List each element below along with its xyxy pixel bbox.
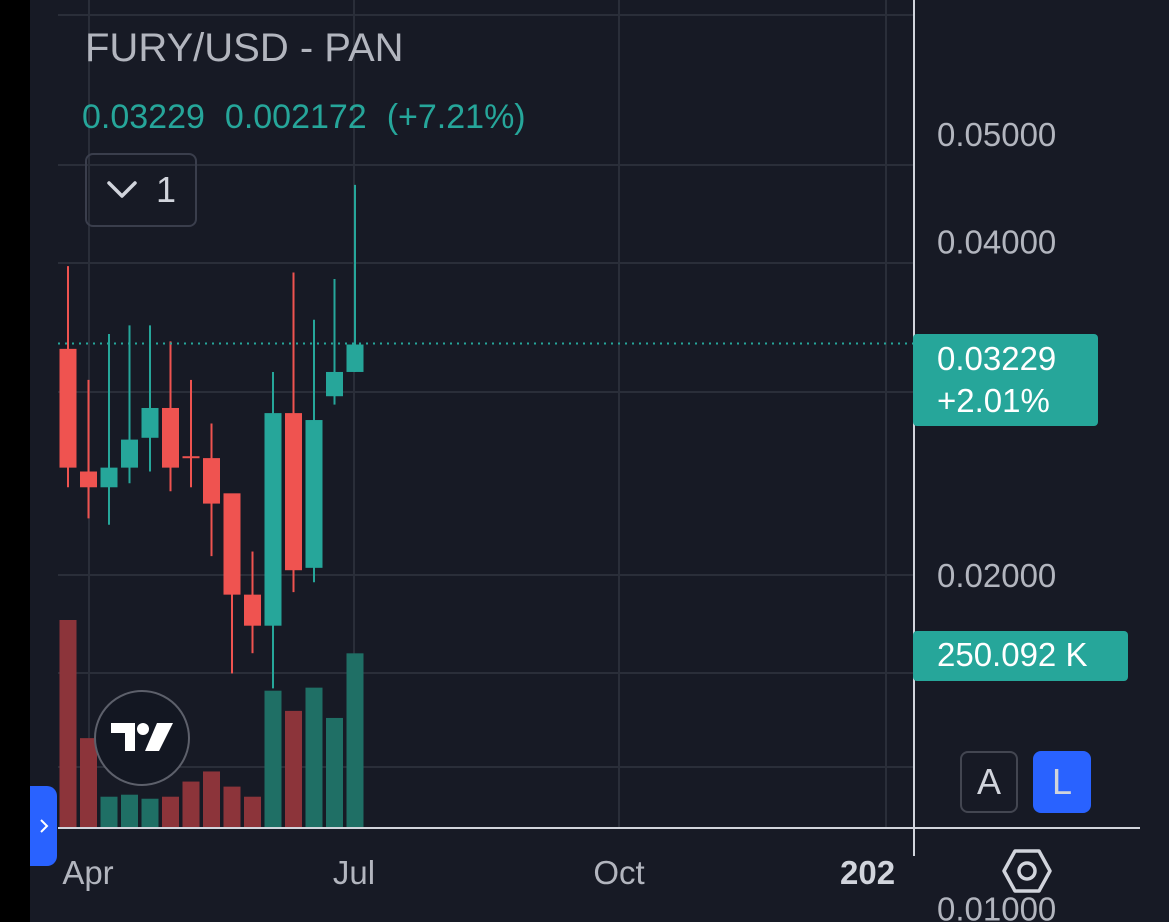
x-tick-label: 202 [840,854,895,891]
grid-lines [58,0,913,827]
tradingview-logo-icon [111,723,173,751]
last-price-value: 0.03229 [82,98,205,136]
candle-body [326,371,343,397]
volume-bar [223,786,241,827]
candle-body [162,407,179,468]
ohlc-values: 0.03229 0.002172 (+7.21%) [82,98,546,137]
candle-body [121,439,138,468]
volume-bar [264,690,282,827]
log-scale-button[interactable]: L [1033,751,1091,813]
auto-scale-button[interactable]: A [960,751,1018,813]
x-tick-label: Apr [62,854,113,891]
change-percent: (+7.21%) [386,98,526,136]
volume-bar [285,710,302,827]
price-candles [59,184,364,689]
chevron-down-icon [107,181,137,198]
volume-bar [182,781,200,827]
expand-panel-button[interactable] [30,786,57,866]
symbol-title: FURY/USD - PAN [85,26,404,70]
candle-body [285,413,302,571]
volume-tag: 250.092 K [913,631,1128,681]
x-tick-label: Oct [593,854,644,891]
chevron-right-icon [39,819,48,833]
volume-bars [59,620,364,827]
candle-body [80,471,97,488]
candle-body [59,348,77,468]
candle-body [203,458,220,504]
volume-bar [244,796,261,827]
candle-body [141,407,159,438]
volume-bar [305,687,323,827]
time-axis-labels: Apr Jul Oct 202 [62,854,895,891]
tradingview-logo[interactable] [94,690,190,786]
candle-body [223,493,241,595]
candle-body [346,344,364,372]
price-tag-value: 0.03229 [937,340,1057,377]
change-absolute: 0.002172 [224,98,367,136]
x-tick-label: Jul [333,854,375,891]
candle-body [100,467,118,488]
volume-bar [100,796,118,827]
volume-bar [141,798,159,827]
candle-body [182,456,200,459]
y-tick-label: 0.01000 [937,891,1056,922]
y-tick-label: 0.04000 [937,224,1056,261]
volume-bar [203,771,220,827]
volume-bar [59,620,77,827]
hexagon-gear-icon[interactable] [1002,848,1052,894]
y-tick-label: 0.05000 [937,116,1056,153]
volume-bar [121,794,138,827]
indicator-collapse-button[interactable]: 1 [85,153,197,227]
candle-body [264,413,282,626]
volume-bar [162,796,179,827]
last-price-tag: 0.03229 +2.01% [913,334,1098,426]
volume-bar [80,738,97,827]
volume-bar [326,717,343,827]
axes [58,0,1140,856]
volume-bar [346,653,364,827]
indicator-count: 1 [155,169,177,210]
price-tag-change: +2.01% [937,382,1050,419]
candle-body [305,420,323,568]
candle-body [244,594,261,626]
y-tick-label: 0.02000 [937,557,1056,594]
